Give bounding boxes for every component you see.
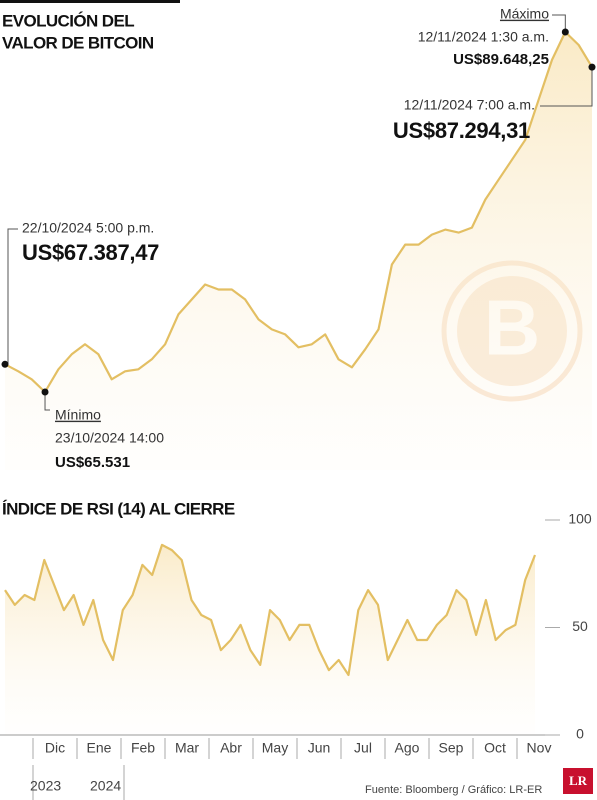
annotation-label: Máximo bbox=[500, 6, 549, 22]
y-tick-label: 50 bbox=[572, 618, 588, 634]
x-tick-label: Jun bbox=[308, 740, 331, 756]
annotation-value: US$65.531 bbox=[55, 454, 130, 471]
chart-title: ÍNDICE DE RSI (14) AL CIERRE bbox=[2, 499, 235, 518]
annotation-date: 12/11/2024 1:30 a.m. bbox=[418, 29, 549, 45]
logo-box bbox=[563, 768, 593, 794]
x-tick-label: Feb bbox=[131, 740, 155, 756]
x-tick-label: Oct bbox=[484, 740, 506, 756]
point-marker bbox=[588, 63, 596, 71]
y-tick-label: 0 bbox=[576, 726, 584, 742]
y-tick-label: 100 bbox=[568, 511, 592, 527]
x-tick-label: Nov bbox=[527, 740, 552, 756]
annotation-label: Mínimo bbox=[55, 407, 101, 423]
annotation-date: 22/10/2024 5:00 p.m. bbox=[22, 220, 154, 236]
leader-line bbox=[540, 67, 593, 107]
line bbox=[4, 30, 593, 394]
annotation-date: 12/11/2024 7:00 a.m. bbox=[404, 97, 535, 113]
area bbox=[5, 544, 535, 735]
point-marker bbox=[561, 28, 569, 36]
annotation-value: US$87.294,31 bbox=[393, 118, 530, 143]
top-rule bbox=[0, 0, 180, 3]
leader-line bbox=[5, 228, 18, 365]
x-tick-label: Dic bbox=[45, 740, 65, 756]
line bbox=[4, 543, 537, 677]
x-tick-label: Jul bbox=[354, 740, 372, 756]
point-marker bbox=[41, 388, 49, 396]
annotation-value: US$89.648,25 bbox=[453, 51, 549, 68]
logo: LR bbox=[569, 773, 588, 788]
x-tick-label: Ene bbox=[87, 740, 112, 756]
x-tick-label: Ago bbox=[395, 740, 420, 756]
x-tick-label: Mar bbox=[175, 740, 199, 756]
x-tick-label: Sep bbox=[439, 740, 464, 756]
leader-line bbox=[552, 14, 566, 32]
x-tick-label: May bbox=[262, 740, 288, 756]
chart-title: VALOR DE BITCOIN bbox=[2, 33, 154, 52]
annotation-value: US$67.387,47 bbox=[22, 240, 159, 265]
source: Fuente: Bloomberg / Gráfico: LR-ER bbox=[365, 784, 542, 796]
annotation-date: 23/10/2024 14:00 bbox=[55, 430, 164, 446]
year-label: 2023 bbox=[30, 778, 61, 794]
point-marker bbox=[1, 360, 9, 368]
x-tick-label: Abr bbox=[220, 740, 242, 756]
leader-line bbox=[44, 392, 50, 411]
chart-title: EVOLUCIÓN DEL bbox=[2, 11, 134, 30]
year-label: 2024 bbox=[90, 778, 121, 794]
